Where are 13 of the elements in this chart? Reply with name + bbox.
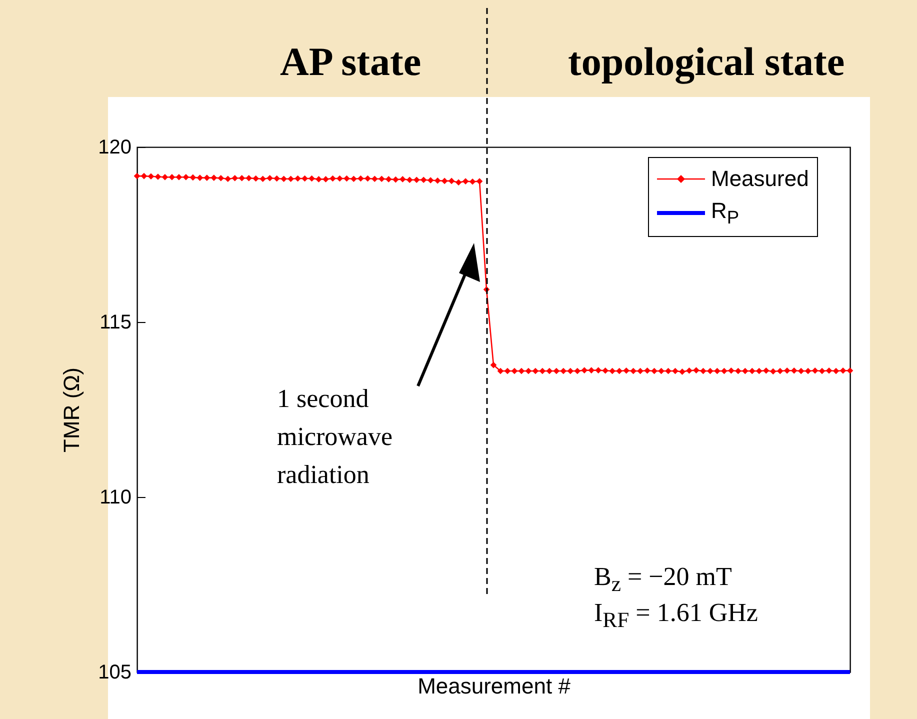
annotation: I$_{RF}$ = 1.61 GHz [594, 598, 758, 634]
text: AP state [280, 38, 422, 85]
x-axis-title: Measurement # [418, 674, 572, 698]
annotation: B$_{z}$ = −20 mT [594, 562, 732, 598]
legend-label: Measured [711, 166, 809, 192]
legend-label: R$_{P}$ [711, 198, 740, 228]
y-tick-label: 110 [100, 486, 132, 508]
y-tick-label: 115 [100, 312, 132, 334]
y-tick-label: 120 [98, 136, 132, 158]
annotation: 1 second microwave radiation [277, 383, 394, 491]
y-axis-title: TMR (Ω) [59, 368, 84, 452]
y-tick-label: 105 [98, 662, 132, 684]
text: topological state [568, 38, 845, 85]
